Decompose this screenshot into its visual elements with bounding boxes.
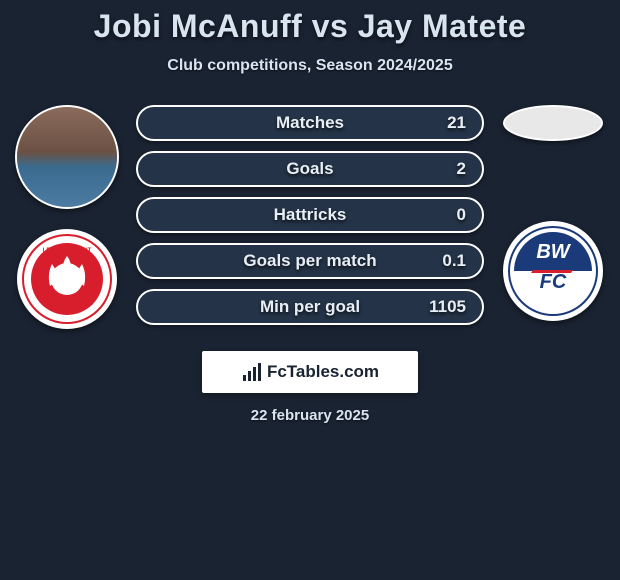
right-player-column: BW FC [494,105,612,321]
stat-value-right: 2 [457,159,466,179]
stat-label: Min per goal [260,297,360,317]
main-row: LEYTON ORIENT Matches 21 Goals 2 Hattric… [0,105,620,329]
comparison-card: Jobi McAnuff vs Jay Matete Club competit… [0,0,620,424]
stat-value-right: 21 [447,113,466,133]
stat-bar-goals: Goals 2 [136,151,484,187]
right-player-avatar-placeholder [503,105,603,141]
left-player-column: LEYTON ORIENT [8,105,126,329]
crest-left-icon: LEYTON ORIENT [22,234,112,324]
stat-bar-min-per-goal: Min per goal 1105 [136,289,484,325]
svg-text:FC: FC [540,271,567,293]
right-club-crest: BW FC [503,221,603,321]
crest-right-icon: BW FC [508,226,598,316]
left-player-avatar [15,105,119,209]
brand-text: FcTables.com [267,362,379,382]
stat-label: Goals per match [243,251,376,271]
footer-date: 22 february 2025 [0,407,620,424]
stat-bar-hattricks: Hattricks 0 [136,197,484,233]
stat-label: Hattricks [274,205,347,225]
svg-text:LEYTON ORIENT: LEYTON ORIENT [43,248,92,254]
svg-text:BW: BW [536,241,571,263]
stat-value-right: 1105 [429,297,466,317]
stat-value-right: 0 [457,205,466,225]
left-club-crest: LEYTON ORIENT [17,229,117,329]
stat-bar-matches: Matches 21 [136,105,484,141]
page-title: Jobi McAnuff vs Jay Matete [0,8,620,45]
subtitle: Club competitions, Season 2024/2025 [0,57,620,75]
stat-value-right: 0.1 [442,251,466,271]
stat-label: Goals [286,159,333,179]
player-face-placeholder [17,107,117,207]
chart-icon [241,361,263,383]
brand-badge[interactable]: FcTables.com [202,351,418,393]
stat-label: Matches [276,113,344,133]
stat-bar-goals-per-match: Goals per match 0.1 [136,243,484,279]
stats-column: Matches 21 Goals 2 Hattricks 0 Goals per… [136,105,484,325]
